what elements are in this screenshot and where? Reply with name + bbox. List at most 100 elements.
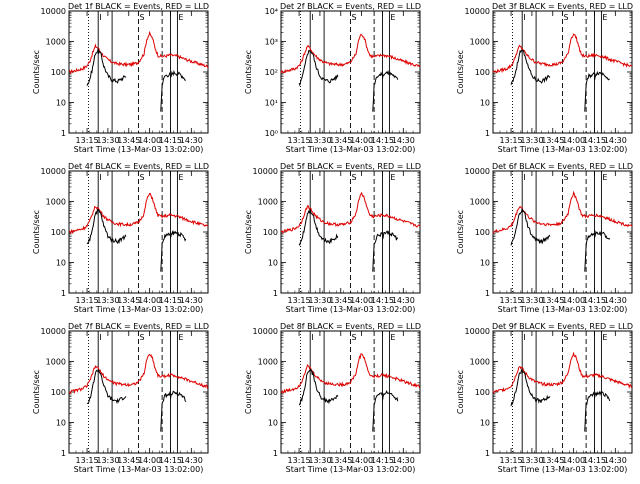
- y-tick-label: 10: [56, 259, 66, 268]
- x-tick-label: 14:00: [562, 456, 585, 465]
- y-tick-label: 1: [273, 449, 278, 458]
- marker-letter-s: S: [140, 333, 145, 342]
- y-tick-label: 10⁰: [265, 129, 278, 138]
- y-tick-label: 10: [480, 99, 490, 108]
- y-tick-label: 1000: [258, 358, 278, 367]
- y-axis-label: Counts/sec: [32, 210, 41, 254]
- marker-letter-i: I: [99, 13, 101, 22]
- panel-title: Det 8f BLACK = Events, RED = LLD: [280, 322, 421, 331]
- panel-4: Det 4f BLACK = Events, RED = LLD 1 10 100 10…: [32, 162, 209, 314]
- y-tick-label: 100: [51, 68, 66, 77]
- series-events-line: [593, 390, 611, 402]
- series-events-line: [381, 390, 399, 402]
- x-tick-label: 13:45: [117, 296, 140, 305]
- series-events-line: [510, 208, 551, 246]
- x-tick-label: 14:30: [604, 136, 627, 145]
- series-lld-line: [280, 33, 421, 74]
- x-axis-label: Start Time (13-Mar-03 13:02:00): [74, 145, 204, 154]
- y-tick-label: 10000: [41, 167, 66, 176]
- panel-8: Det 8f BLACK = Events, RED = LLD 1 10 100 10…: [244, 322, 421, 474]
- series-lld-line: [68, 354, 209, 395]
- y-tick-label: 1000: [46, 358, 66, 367]
- series-events-line: [594, 230, 611, 240]
- y-tick-label: 10000: [465, 167, 490, 176]
- x-tick-label: 14:30: [392, 136, 415, 145]
- x-tick-label: 14:15: [583, 296, 606, 305]
- x-tick-label: 14:30: [180, 136, 203, 145]
- marker-letter-e: E: [390, 13, 395, 22]
- y-tick-label: 1000: [470, 38, 490, 47]
- panel-5: Det 5f BLACK = Events, RED = LLD 1 10 100 10…: [244, 162, 421, 314]
- marker-letter-s: S: [564, 333, 569, 342]
- y-tick-label: 1: [61, 449, 66, 458]
- y-tick-label: 100: [475, 388, 490, 397]
- panel-7: Det 7f BLACK = Events, RED = LLD 1 10 100 10…: [32, 322, 209, 474]
- series-lld-line: [68, 192, 209, 235]
- x-tick-label: 14:00: [562, 136, 585, 145]
- marker-letter-s: S: [352, 13, 357, 22]
- panel-title: Det 2f BLACK = Events, RED = LLD: [280, 2, 421, 11]
- y-tick-label: 10²: [265, 68, 278, 77]
- y-tick-label: 10¹: [265, 99, 278, 108]
- y-tick-label: 10: [480, 419, 490, 428]
- series-events-line: [86, 369, 127, 405]
- x-tick-label: 14:00: [562, 296, 585, 305]
- x-tick-label: 14:15: [583, 456, 606, 465]
- series-events-line: [169, 390, 187, 402]
- marker-letter-i: I: [523, 173, 525, 182]
- panel-9: Det 9f BLACK = Events, RED = LLD 1 10 100 10…: [456, 322, 633, 474]
- x-tick-label: 13:30: [96, 136, 119, 145]
- panel-6: Det 6f BLACK = Events, RED = LLD 1 10 100 10…: [456, 162, 633, 314]
- y-tick-label: 1: [485, 449, 490, 458]
- y-axis-label: Counts/sec: [32, 50, 41, 94]
- y-tick-label: 10³: [265, 38, 278, 47]
- y-tick-label: 10: [480, 259, 490, 268]
- marker-letter-s: S: [352, 173, 357, 182]
- y-tick-label: 10: [56, 99, 66, 108]
- series-events-line: [510, 49, 551, 85]
- x-tick-label: 13:45: [117, 136, 140, 145]
- panel-title: Det 3f BLACK = Events, RED = LLD: [492, 2, 633, 11]
- y-tick-label: 1: [61, 289, 66, 298]
- marker-letter-s: S: [140, 13, 145, 22]
- x-tick-label: 14:15: [583, 136, 606, 145]
- x-tick-label: 13:45: [541, 296, 564, 305]
- series-events-line: [372, 232, 383, 272]
- x-tick-label: 14:00: [138, 456, 161, 465]
- y-axis-label: Counts/sec: [456, 370, 465, 414]
- x-tick-label: 13:15: [288, 296, 311, 305]
- x-axis-label: Start Time (13-Mar-03 13:02:00): [74, 465, 204, 474]
- x-tick-label: 13:15: [288, 136, 311, 145]
- marker-letter-i: I: [99, 333, 101, 342]
- panel-title: Det 6f BLACK = Events, RED = LLD: [492, 162, 633, 171]
- marker-letter-i: I: [523, 333, 525, 342]
- series-events-line: [584, 391, 595, 432]
- y-tick-label: 1000: [46, 38, 66, 47]
- x-axis-label: Start Time (13-Mar-03 13:02:00): [498, 465, 628, 474]
- marker-letter-e: E: [178, 173, 183, 182]
- series-events-line: [160, 232, 171, 272]
- marker-letter-e: E: [390, 333, 395, 342]
- x-axis-label: Start Time (13-Mar-03 13:02:00): [286, 465, 416, 474]
- panel-title: Det 4f BLACK = Events, RED = LLD: [68, 162, 209, 171]
- series-lld-line: [68, 30, 209, 75]
- marker-letter-i: I: [99, 173, 101, 182]
- x-tick-label: 14:00: [138, 136, 161, 145]
- y-axis-label: Counts/sec: [456, 50, 465, 94]
- marker-letter-e: E: [178, 333, 183, 342]
- series-events-line: [298, 368, 339, 406]
- y-axis-label: Counts/sec: [244, 370, 253, 414]
- marker-letter-s: S: [564, 13, 569, 22]
- panel-2: Det 2f BLACK = Events, RED = LLD 10⁰ 10¹ 10…: [244, 2, 421, 154]
- x-tick-label: 13:15: [76, 136, 99, 145]
- marker-letter-e: E: [390, 173, 395, 182]
- x-tick-label: 13:45: [329, 136, 352, 145]
- y-tick-label: 10: [268, 419, 278, 428]
- marker-letter-e: E: [602, 333, 607, 342]
- x-tick-label: 13:45: [541, 136, 564, 145]
- series-events-line: [510, 369, 551, 407]
- panel-title: Det 5f BLACK = Events, RED = LLD: [280, 162, 421, 171]
- series-events-line: [170, 69, 186, 81]
- x-tick-label: 13:30: [520, 136, 543, 145]
